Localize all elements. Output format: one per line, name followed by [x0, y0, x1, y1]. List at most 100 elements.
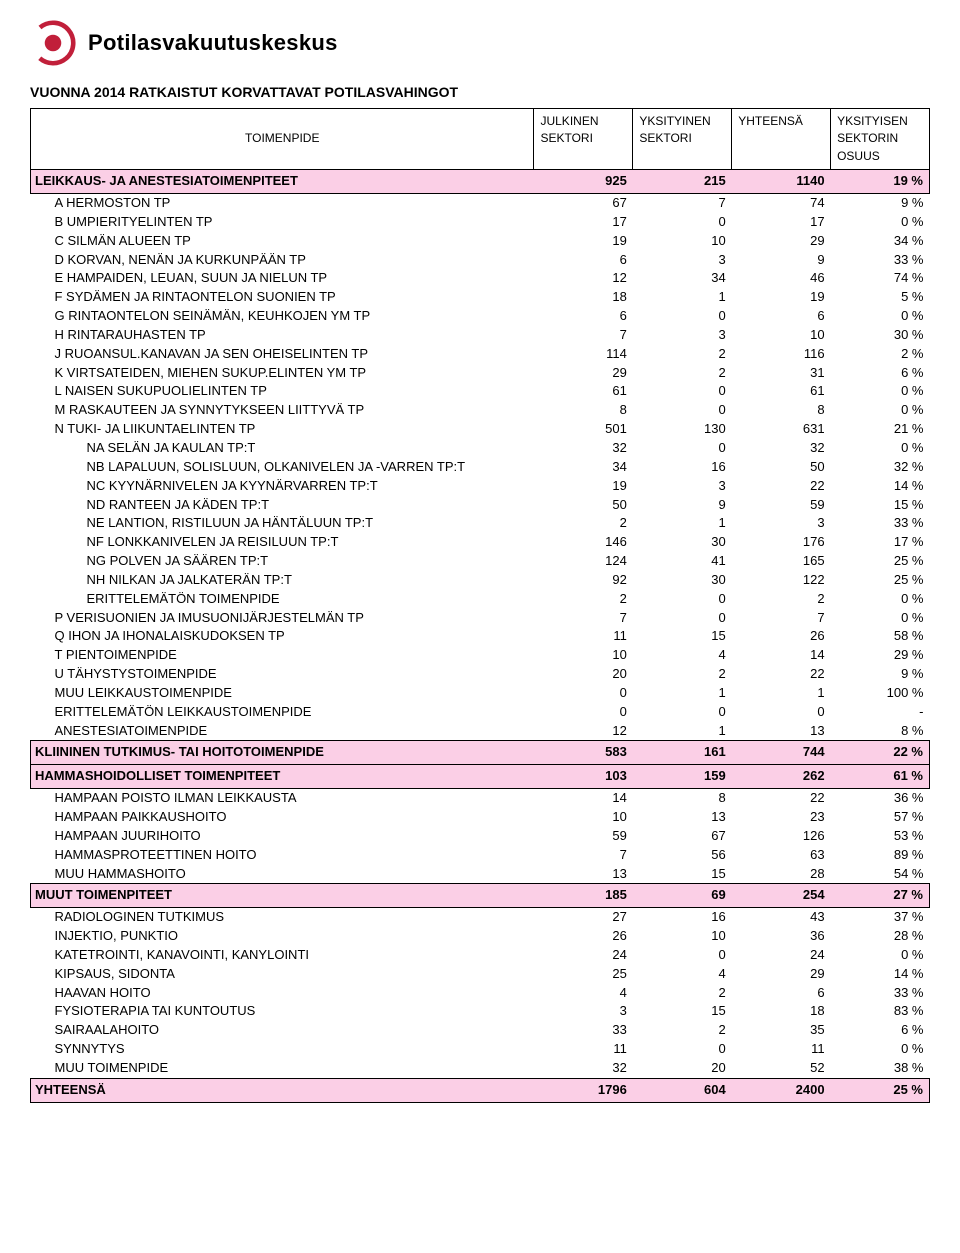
cell-value: 10	[633, 927, 732, 946]
logo-block: Potilasvakuutuskeskus	[30, 20, 930, 66]
cell-label: ND RANTEEN JA KÄDEN TP:T	[31, 496, 534, 515]
cell-label: KIPSAUS, SIDONTA	[31, 965, 534, 984]
cell-value: 23	[732, 808, 831, 827]
cell-value: 114	[534, 345, 633, 364]
table-row: T PIENTOIMENPIDE1041429 %	[31, 646, 930, 665]
cell-value: 19	[732, 288, 831, 307]
col-julkinen: JULKINEN SEKTORI	[534, 109, 633, 170]
cell-value: 1	[633, 514, 732, 533]
cell-label: NF LONKKANIVELEN JA REISILUUN TP:T	[31, 533, 534, 552]
cell-label: YHTEENSÄ	[31, 1078, 534, 1102]
cell-value: 0	[633, 946, 732, 965]
cell-value: 126	[732, 827, 831, 846]
cell-value: 92	[534, 571, 633, 590]
cell-value: 12	[534, 269, 633, 288]
cell-value: 0	[633, 307, 732, 326]
cell-value: 4	[534, 984, 633, 1003]
col-yhteensa: YHTEENSÄ	[732, 109, 831, 170]
table-row: LEIKKAUS- JA ANESTESIATOIMENPITEET925215…	[31, 170, 930, 194]
cell-label: RADIOLOGINEN TUTKIMUS	[31, 908, 534, 927]
table-row: NH NILKAN JA JALKATERÄN TP:T923012225 %	[31, 571, 930, 590]
cell-label: NB LAPALUUN, SOLISLUUN, OLKANIVELEN JA -…	[31, 458, 534, 477]
cell-value: 10	[534, 646, 633, 665]
cell-value: 2	[633, 1021, 732, 1040]
cell-value: 7	[534, 846, 633, 865]
cell-value: 0 %	[831, 439, 930, 458]
table-row: N TUKI- JA LIIKUNTAELINTEN TP50113063121…	[31, 420, 930, 439]
cell-value: 50	[534, 496, 633, 515]
cell-label: KLIININEN TUTKIMUS- TAI HOITOTOIMENPIDE	[31, 741, 534, 765]
cell-value: 631	[732, 420, 831, 439]
cell-value: 6	[534, 251, 633, 270]
cell-value: 29 %	[831, 646, 930, 665]
cell-value: 15	[633, 865, 732, 884]
cell-label: K VIRTSATEIDEN, MIEHEN SUKUP.ELINTEN YM …	[31, 364, 534, 383]
cell-value: 22	[732, 665, 831, 684]
cell-value: 89 %	[831, 846, 930, 865]
cell-value: 2	[534, 590, 633, 609]
table-row: NE LANTION, RISTILUUN JA HÄNTÄLUUN TP:T2…	[31, 514, 930, 533]
cell-label: B UMPIERITYELINTEN TP	[31, 213, 534, 232]
cell-value: 61	[534, 382, 633, 401]
cell-value: 67	[534, 194, 633, 213]
cell-value: 83 %	[831, 1002, 930, 1021]
cell-value: 34 %	[831, 232, 930, 251]
cell-value: 185	[534, 884, 633, 908]
cell-value: 2 %	[831, 345, 930, 364]
cell-value: 0	[732, 703, 831, 722]
table-row: P VERISUONIEN JA IMUSUONIJÄRJESTELMÄN TP…	[31, 609, 930, 628]
cell-value: 22 %	[831, 741, 930, 765]
cell-value: 18	[534, 288, 633, 307]
table-row: NC KYYNÄRNIVELEN JA KYYNÄRVARREN TP:T193…	[31, 477, 930, 496]
cell-value: 19 %	[831, 170, 930, 194]
cell-value: 35	[732, 1021, 831, 1040]
cell-value: 61	[732, 382, 831, 401]
cell-value: 32 %	[831, 458, 930, 477]
cell-value: 10	[732, 326, 831, 345]
cell-value: 13	[633, 808, 732, 827]
cell-value: 8 %	[831, 722, 930, 741]
cell-value: 19	[534, 477, 633, 496]
cell-label: E HAMPAIDEN, LEUAN, SUUN JA NIELUN TP	[31, 269, 534, 288]
cell-value: 31	[732, 364, 831, 383]
table-row: ND RANTEEN JA KÄDEN TP:T5095915 %	[31, 496, 930, 515]
cell-label: HAAVAN HOITO	[31, 984, 534, 1003]
cell-value: 1	[633, 684, 732, 703]
table-row: E HAMPAIDEN, LEUAN, SUUN JA NIELUN TP123…	[31, 269, 930, 288]
cell-value: 3	[633, 477, 732, 496]
cell-value: 100 %	[831, 684, 930, 703]
cell-label: SAIRAALAHOITO	[31, 1021, 534, 1040]
cell-value: 25 %	[831, 1078, 930, 1102]
cell-value: 159	[633, 765, 732, 789]
cell-value: 11	[534, 1040, 633, 1059]
cell-value: 1	[633, 722, 732, 741]
cell-value: 8	[534, 401, 633, 420]
cell-value: 0	[633, 213, 732, 232]
table-row: INJEKTIO, PUNKTIO26103628 %	[31, 927, 930, 946]
cell-label: ERITTELEMÄTÖN LEIKKAUSTOIMENPIDE	[31, 703, 534, 722]
cell-value: 28 %	[831, 927, 930, 946]
cell-value: 24	[732, 946, 831, 965]
data-table: TOIMENPIDE JULKINEN SEKTORI YKSITYINEN S…	[30, 108, 930, 1103]
cell-value: 9	[633, 496, 732, 515]
cell-value: 74 %	[831, 269, 930, 288]
cell-value: 0 %	[831, 213, 930, 232]
table-row: HAMPAAN JUURIHOITO596712653 %	[31, 827, 930, 846]
cell-value: 9	[732, 251, 831, 270]
cell-value: 29	[534, 364, 633, 383]
cell-value: 33 %	[831, 984, 930, 1003]
cell-value: 13	[732, 722, 831, 741]
cell-value: 28	[732, 865, 831, 884]
table-row: KLIININEN TUTKIMUS- TAI HOITOTOIMENPIDE5…	[31, 741, 930, 765]
cell-value: 30	[633, 533, 732, 552]
cell-value: 63	[732, 846, 831, 865]
cell-value: 0	[633, 1040, 732, 1059]
cell-value: 0	[633, 439, 732, 458]
cell-value: 15 %	[831, 496, 930, 515]
cell-value: 13	[534, 865, 633, 884]
cell-value: 0	[633, 703, 732, 722]
cell-value: 124	[534, 552, 633, 571]
cell-value: 3	[534, 1002, 633, 1021]
cell-value: 17 %	[831, 533, 930, 552]
table-row: B UMPIERITYELINTEN TP170170 %	[31, 213, 930, 232]
